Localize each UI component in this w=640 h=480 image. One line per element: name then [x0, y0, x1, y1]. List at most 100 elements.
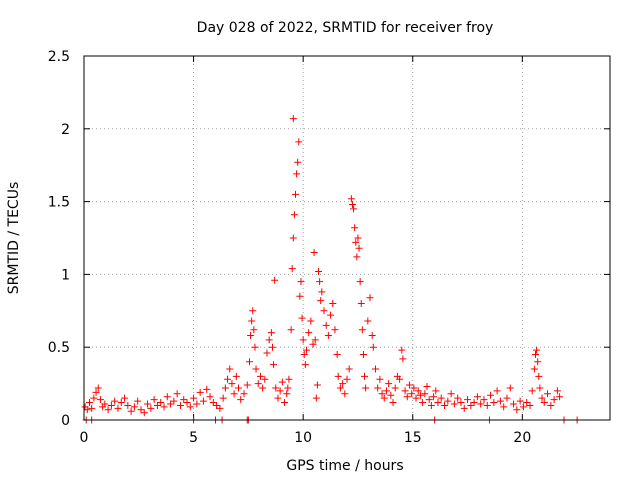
data-point: [437, 394, 445, 402]
data-point: [359, 350, 367, 358]
x-tick-label: 5: [189, 430, 198, 446]
data-point: [353, 253, 361, 261]
data-point: [457, 399, 465, 407]
data-point: [254, 380, 262, 388]
data-point: [536, 384, 544, 392]
data-point: [506, 384, 514, 392]
data-point: [271, 276, 279, 284]
data-point: [199, 397, 207, 405]
data-point: [302, 346, 310, 354]
data-point: [284, 384, 292, 392]
data-point: [144, 400, 152, 408]
data-point: [447, 390, 455, 398]
data-point: [163, 393, 171, 401]
data-point: [294, 158, 302, 166]
x-tick-label: 20: [513, 430, 531, 446]
data-point: [150, 396, 158, 404]
data-point: [289, 234, 297, 242]
data-point: [523, 399, 531, 407]
data-point: [327, 311, 335, 319]
data-point: [313, 381, 321, 389]
data-point: [140, 409, 148, 417]
data-point: [366, 294, 374, 302]
y-tick-label: 1: [61, 267, 70, 283]
data-point: [500, 403, 508, 411]
data-point: [467, 401, 475, 409]
data-point: [283, 390, 291, 398]
data-point: [196, 388, 204, 396]
y-tick-label: 0: [61, 413, 70, 429]
data-point: [307, 317, 315, 325]
data-point: [399, 355, 407, 363]
data-point: [348, 201, 356, 209]
data-point: [534, 358, 542, 366]
data-point: [267, 329, 275, 337]
data-point: [419, 399, 427, 407]
data-point: [92, 388, 100, 396]
data-point: [490, 399, 498, 407]
data-point: [503, 394, 511, 402]
data-point: [245, 358, 253, 366]
y-tick-label: 1.5: [48, 195, 70, 211]
data-point: [270, 361, 278, 369]
data-point: [107, 401, 115, 409]
data-point: [389, 399, 397, 407]
data-point: [329, 300, 337, 308]
data-point: [272, 384, 280, 392]
data-point: [480, 396, 488, 404]
data-point: [315, 267, 323, 275]
data-point: [137, 406, 145, 414]
data-point: [423, 383, 431, 391]
data-point: [444, 397, 452, 405]
data-point: [356, 278, 364, 286]
data-point: [293, 170, 301, 178]
data-point: [288, 265, 296, 273]
data-point: [343, 375, 351, 383]
data-point: [324, 332, 332, 340]
data-point: [121, 394, 129, 402]
data-point: [301, 361, 309, 369]
data-point: [285, 375, 293, 383]
data-point: [416, 391, 424, 399]
data-point: [237, 396, 245, 404]
data-point: [473, 393, 481, 401]
data-point: [167, 400, 175, 408]
data-point: [408, 390, 416, 398]
data-point: [287, 326, 295, 334]
data-point: [259, 384, 267, 392]
data-point: [351, 224, 359, 232]
data-point: [496, 397, 504, 405]
data-point: [331, 326, 339, 334]
data-point: [550, 396, 558, 404]
data-point: [296, 292, 304, 300]
data-point: [130, 403, 138, 411]
x-tick-label: 0: [80, 430, 89, 446]
data-point: [316, 278, 324, 286]
data-point: [203, 385, 211, 393]
data-point: [160, 403, 168, 411]
data-point: [556, 393, 564, 401]
data-point: [519, 403, 527, 411]
data-point: [347, 195, 355, 203]
data-point: [374, 384, 382, 392]
data-point: [96, 396, 104, 404]
data-point: [434, 399, 442, 407]
data-point: [531, 350, 539, 358]
data-point: [387, 391, 395, 399]
data-point: [371, 365, 379, 373]
data-point: [350, 205, 358, 213]
data-point: [427, 401, 435, 409]
x-axis-label: GPS time / hours: [286, 458, 403, 474]
data-point: [83, 406, 91, 414]
data-point: [410, 384, 418, 392]
data-point: [464, 396, 472, 404]
data-point: [414, 387, 422, 395]
data-point: [221, 384, 229, 392]
data-point: [180, 396, 188, 404]
data-point: [368, 332, 376, 340]
data-point: [111, 397, 119, 405]
data-point: [247, 332, 255, 340]
data-point: [441, 401, 449, 409]
data-point: [249, 307, 257, 315]
